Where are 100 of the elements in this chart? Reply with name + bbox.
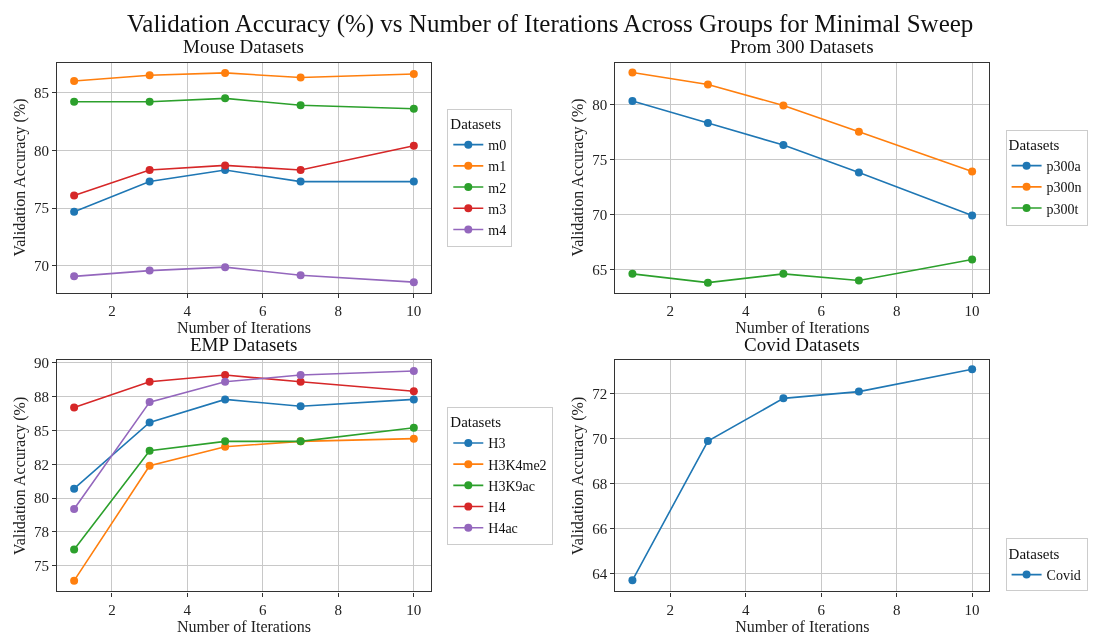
y-tick-label: 65 [592,261,608,278]
x-tick-label: 8 [334,601,343,618]
point [409,423,418,432]
point [409,278,418,287]
point [779,141,788,150]
point [221,437,230,446]
point [409,104,418,113]
y-tick-label: 88 [34,388,50,405]
point [628,68,637,77]
y-tick-label: 80 [592,96,608,113]
point [779,269,788,278]
x-tick-label: 2 [108,302,116,319]
point [145,461,154,470]
point [145,71,154,80]
point [296,101,305,110]
x-tick-label: 10 [964,601,980,618]
point [968,255,977,264]
legend-label: H3 [488,436,506,452]
point [296,73,305,82]
x-tick-label: 4 [741,601,750,618]
x-tick-label: 10 [964,302,980,319]
legend-title: Datasets [450,414,502,431]
chart-title: EMP Datasets [190,334,298,355]
y-tick-label: 64 [592,565,608,582]
x-tick-label: 4 [183,302,192,319]
x-tick-label: 2 [666,302,674,319]
point [854,127,863,136]
point [70,484,79,493]
point [70,545,79,554]
point [296,402,305,411]
x-tick-label: 6 [817,302,826,319]
point [70,97,79,106]
point [779,101,788,110]
point [145,398,154,407]
point [409,434,418,443]
y-axis-title: Validation Accuracy (%) [10,396,29,555]
legend-title: Datasets [1008,546,1060,562]
y-tick-label: 85 [34,422,50,439]
y-tick-label: 75 [34,558,50,575]
point [854,387,863,396]
point [70,403,79,412]
point [70,272,79,281]
point [854,276,863,285]
x-tick-label: 2 [108,601,116,618]
legend-label: p300n [1046,180,1082,196]
point [409,141,418,150]
x-tick-label: 8 [892,302,901,319]
legend-title: Datasets [1008,137,1060,154]
x-tick-label: 4 [183,601,192,618]
y-tick-label: 75 [34,200,50,217]
point [703,278,712,287]
legend-label: H4 [488,500,506,515]
y-tick-label: 85 [34,84,50,101]
y-tick-label: 82 [34,456,50,473]
legend-label: H3K9ac [488,478,535,494]
point [968,365,977,374]
point [854,168,863,177]
x-tick-label: 2 [666,601,674,618]
legend-label: Covid [1046,568,1081,584]
y-tick-label: 70 [592,431,608,448]
x-axis-title: Number of Iterations [176,318,312,336]
point [968,211,977,220]
point [296,177,305,186]
x-axis-title: Number of Iterations [735,617,870,635]
point [296,271,305,280]
point [221,377,230,386]
x-tick-label: 4 [741,302,750,319]
point [145,418,154,427]
legend-label: m0 [488,138,507,154]
point [221,371,230,380]
y-tick-label: 78 [34,524,50,541]
x-tick-label: 6 [817,601,826,618]
y-tick-label: 90 [34,355,50,372]
chart-title: Mouse Datasets [183,36,304,57]
point [409,367,418,375]
chart-title: Prom 300 Datasets [730,36,874,57]
point [409,387,418,396]
y-tick-label: 68 [592,475,608,492]
point [409,177,418,186]
point [145,97,154,106]
point [221,395,230,404]
point [221,263,230,272]
point [221,68,230,77]
y-tick-label: 72 [592,386,608,403]
legend-label: p300a [1046,159,1082,175]
point [409,395,418,404]
y-axis-title: Validation Accuracy (%) [569,396,588,555]
legend-label: m4 [488,222,507,238]
point [296,377,305,386]
point [628,576,637,585]
point [409,70,418,79]
legend-label: m3 [488,201,507,217]
y-tick-label: 70 [592,206,608,223]
y-tick-label: 66 [592,520,608,537]
y-tick-label: 80 [34,142,50,159]
legend-label: H4ac [488,521,518,537]
y-tick-label: 75 [592,151,608,168]
point [221,161,230,170]
point [70,504,79,513]
x-axis-title: Number of Iterations [735,318,870,336]
